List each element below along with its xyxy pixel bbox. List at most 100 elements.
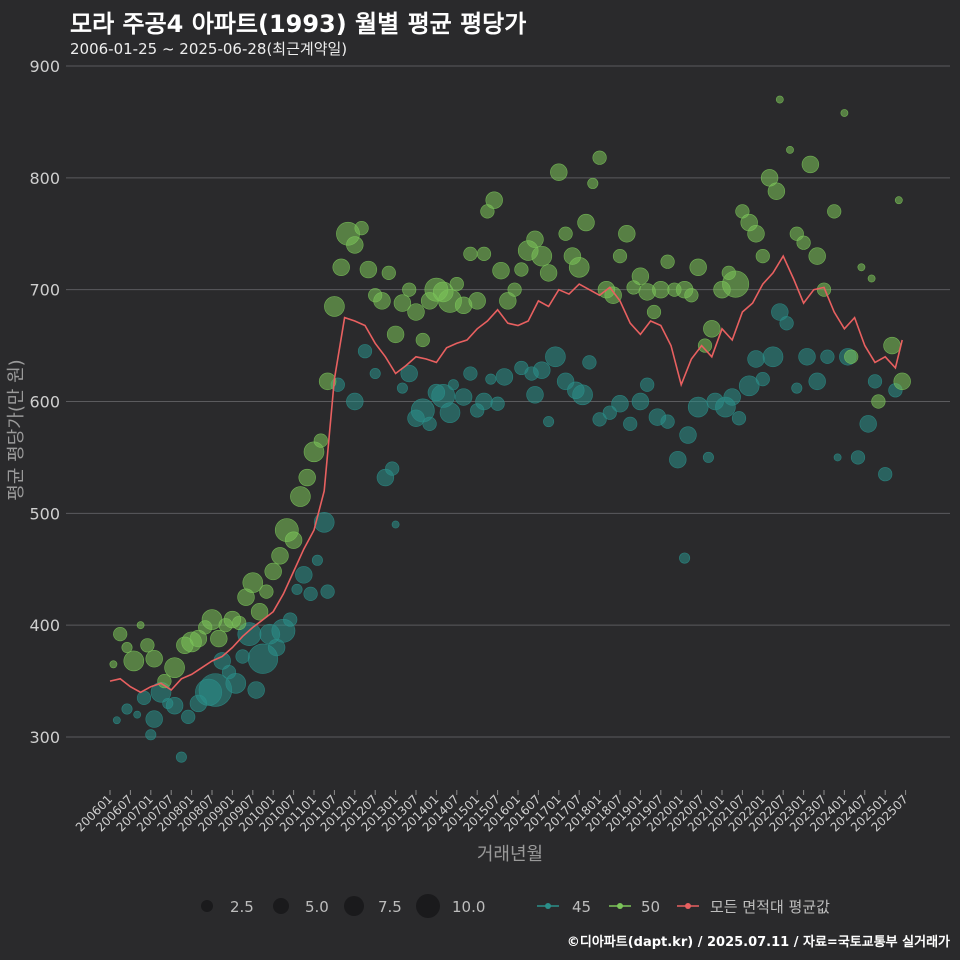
point-50-27 [298,468,316,487]
point-45-56 [526,386,544,404]
point-45-34 [369,368,381,380]
point-45-72 [669,450,687,469]
point-45-8 [165,696,184,715]
point-45-95 [867,374,883,389]
point-50-109 [883,336,901,355]
point-50-108 [871,394,886,409]
point-45-93 [850,450,866,465]
point-45-27 [303,586,318,601]
point-50-96 [775,95,784,104]
point-45-75 [687,396,709,418]
point-45-82 [747,350,765,368]
point-45-47 [454,388,473,406]
point-45-30 [320,584,335,599]
point-50-80 [660,254,675,269]
point-45-50 [475,392,493,411]
point-45-5 [145,710,163,728]
point-45-45 [439,402,461,423]
y-tick-label-400: 400 [29,616,60,635]
series-45-points [112,303,903,763]
point-45-2 [133,710,142,719]
point-50-62 [531,245,553,267]
legend-avg-label: 모든 면적대 평균값 [710,898,830,916]
point-45-32 [346,392,364,411]
point-50-64 [550,163,568,181]
point-45-53 [495,368,514,386]
y-tick-label-300: 300 [29,728,60,747]
point-50-76 [631,267,650,285]
point-45-46 [447,379,459,391]
point-45-66 [611,395,629,413]
point-50-74 [618,225,636,243]
point-45-9 [175,751,187,763]
point-45-69 [640,377,655,392]
point-50-8 [164,657,185,678]
point-50-86 [703,320,721,338]
point-45-37 [391,520,400,529]
point-50-40 [386,325,405,344]
point-45-51 [485,373,497,385]
point-45-3 [136,690,152,705]
point-50-26 [290,486,311,507]
point-50-103 [827,204,842,219]
point-50-22 [264,562,282,581]
point-50-42 [402,282,417,297]
series-50-points [109,95,911,689]
point-50-38 [373,292,391,310]
point-45-36 [385,461,400,476]
point-45-91 [833,453,842,462]
point-45-63 [582,355,597,370]
legend-size-label-1: 2.5 [230,898,254,916]
legend-size-label-2: 5.0 [305,898,329,916]
point-50-44 [415,332,430,348]
point-45-59 [545,346,566,368]
point-50-6 [145,650,163,668]
point-50-17 [232,615,247,631]
point-45-71 [660,414,675,429]
point-50-67 [568,256,590,278]
point-45-19 [247,681,265,699]
point-45-4 [145,729,157,741]
legend-avg-dot [685,903,691,909]
legend-size-swatch-3 [344,896,364,916]
point-45-73 [679,552,691,564]
point-50-52 [468,292,486,310]
point-50-41 [393,294,412,312]
point-45-65 [602,405,617,420]
point-45-96 [878,467,893,482]
average-line [109,254,903,694]
point-50-51 [463,246,478,261]
point-45-86 [779,316,794,331]
point-50-70 [592,150,607,165]
point-50-63 [539,264,558,282]
point-45-88 [798,348,816,366]
y-tick-label-900: 900 [29,57,60,76]
legend-50-dot [617,903,623,909]
point-45-1 [121,703,133,715]
x-axis-label: 거래년월 [477,844,543,865]
point-50-89 [722,270,750,298]
point-50-102 [816,282,832,297]
point-50-104 [840,109,849,117]
point-50-69 [587,177,599,189]
point-45-0 [112,716,121,725]
point-50-107 [867,274,876,283]
point-50-2 [121,642,133,654]
point-45-48 [463,366,478,381]
point-50-21 [259,584,274,599]
chart-subtitle: 2006-01-25 ~ 2025-06-28(최근계약일) [70,40,348,58]
point-50-79 [652,280,670,299]
point-50-19 [242,572,264,593]
y-tick-label-500: 500 [29,504,60,523]
point-50-95 [767,182,786,200]
point-45-16 [225,673,247,694]
point-45-33 [357,344,373,359]
point-50-73 [612,249,628,264]
point-45-28 [311,554,323,566]
point-50-97 [786,145,794,154]
point-45-85 [771,303,789,321]
point-50-4 [136,621,145,630]
point-50-32 [332,258,350,276]
